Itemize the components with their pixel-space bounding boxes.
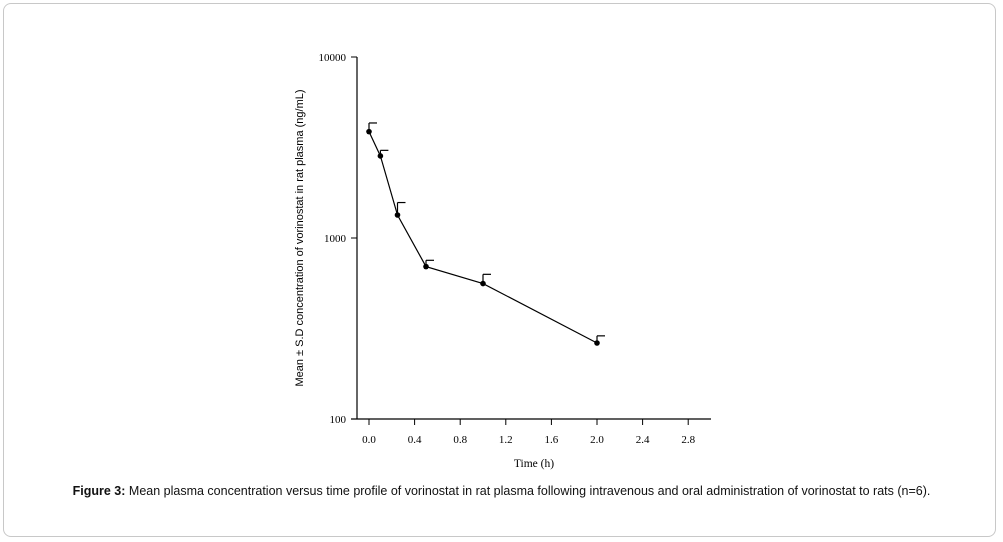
y-axis-label: Mean ± S.D concentration of vorinostat i… (294, 89, 306, 386)
data-point (366, 128, 372, 135)
y-tick-label: 10000 (319, 52, 347, 64)
x-tick-label: 2.8 (681, 434, 695, 446)
data-point (394, 212, 401, 218)
x-tick-label: 1.6 (545, 434, 559, 446)
figure-caption: Figure 3: Mean plasma concentration vers… (0, 484, 1003, 498)
y-tick-label: 100 (330, 414, 347, 426)
x-tick-label: 1.2 (499, 434, 513, 446)
caption-text: Mean plasma concentration versus time pr… (125, 484, 931, 498)
x-tick-label: 2.4 (636, 434, 650, 446)
x-tick-label: 2.0 (590, 434, 604, 446)
caption-label: Figure 3: (72, 484, 126, 498)
data-point (480, 280, 486, 287)
data-point (594, 340, 600, 346)
y-tick-label: 1000 (324, 233, 347, 245)
x-tick-label: 0.8 (453, 434, 467, 446)
x-axis-label: Time (h) (514, 458, 554, 470)
x-tick-label: 0.0 (362, 434, 376, 446)
data-point (377, 153, 384, 159)
figure-frame (3, 3, 996, 537)
data-point (423, 263, 429, 270)
x-tick-label: 0.4 (408, 434, 422, 446)
chart: 100 1000 10000 0.0 0.4 0.8 1.2 1.6 2.0 2.4 2.8 Mea… (294, 52, 711, 470)
series-line (368, 131, 598, 344)
